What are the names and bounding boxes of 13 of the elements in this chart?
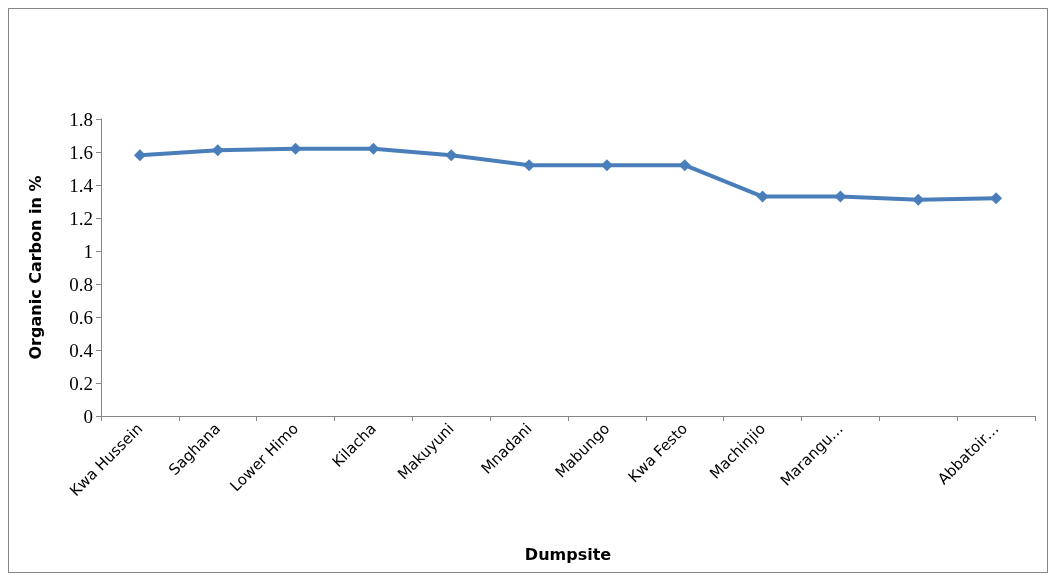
y-tick-label: 1.2: [69, 207, 93, 229]
y-tick-label: 1.4: [69, 174, 94, 196]
y-axis-title: Organic Carbon in %: [25, 175, 45, 360]
y-tick-label: 0.6: [69, 306, 93, 328]
y-tick-label: 1: [83, 240, 93, 262]
point: [990, 192, 1003, 205]
y-tick-label: 1.6: [69, 141, 93, 163]
y-tick-label: 0.8: [69, 273, 93, 295]
x-axis-title: Dumpsite: [524, 544, 612, 564]
y-tick-label: 0.2: [69, 372, 93, 394]
y-tick-label: 0: [83, 405, 93, 427]
y-tick-label: 1.8: [69, 108, 93, 130]
y-tick-label: 0.4: [69, 339, 94, 361]
